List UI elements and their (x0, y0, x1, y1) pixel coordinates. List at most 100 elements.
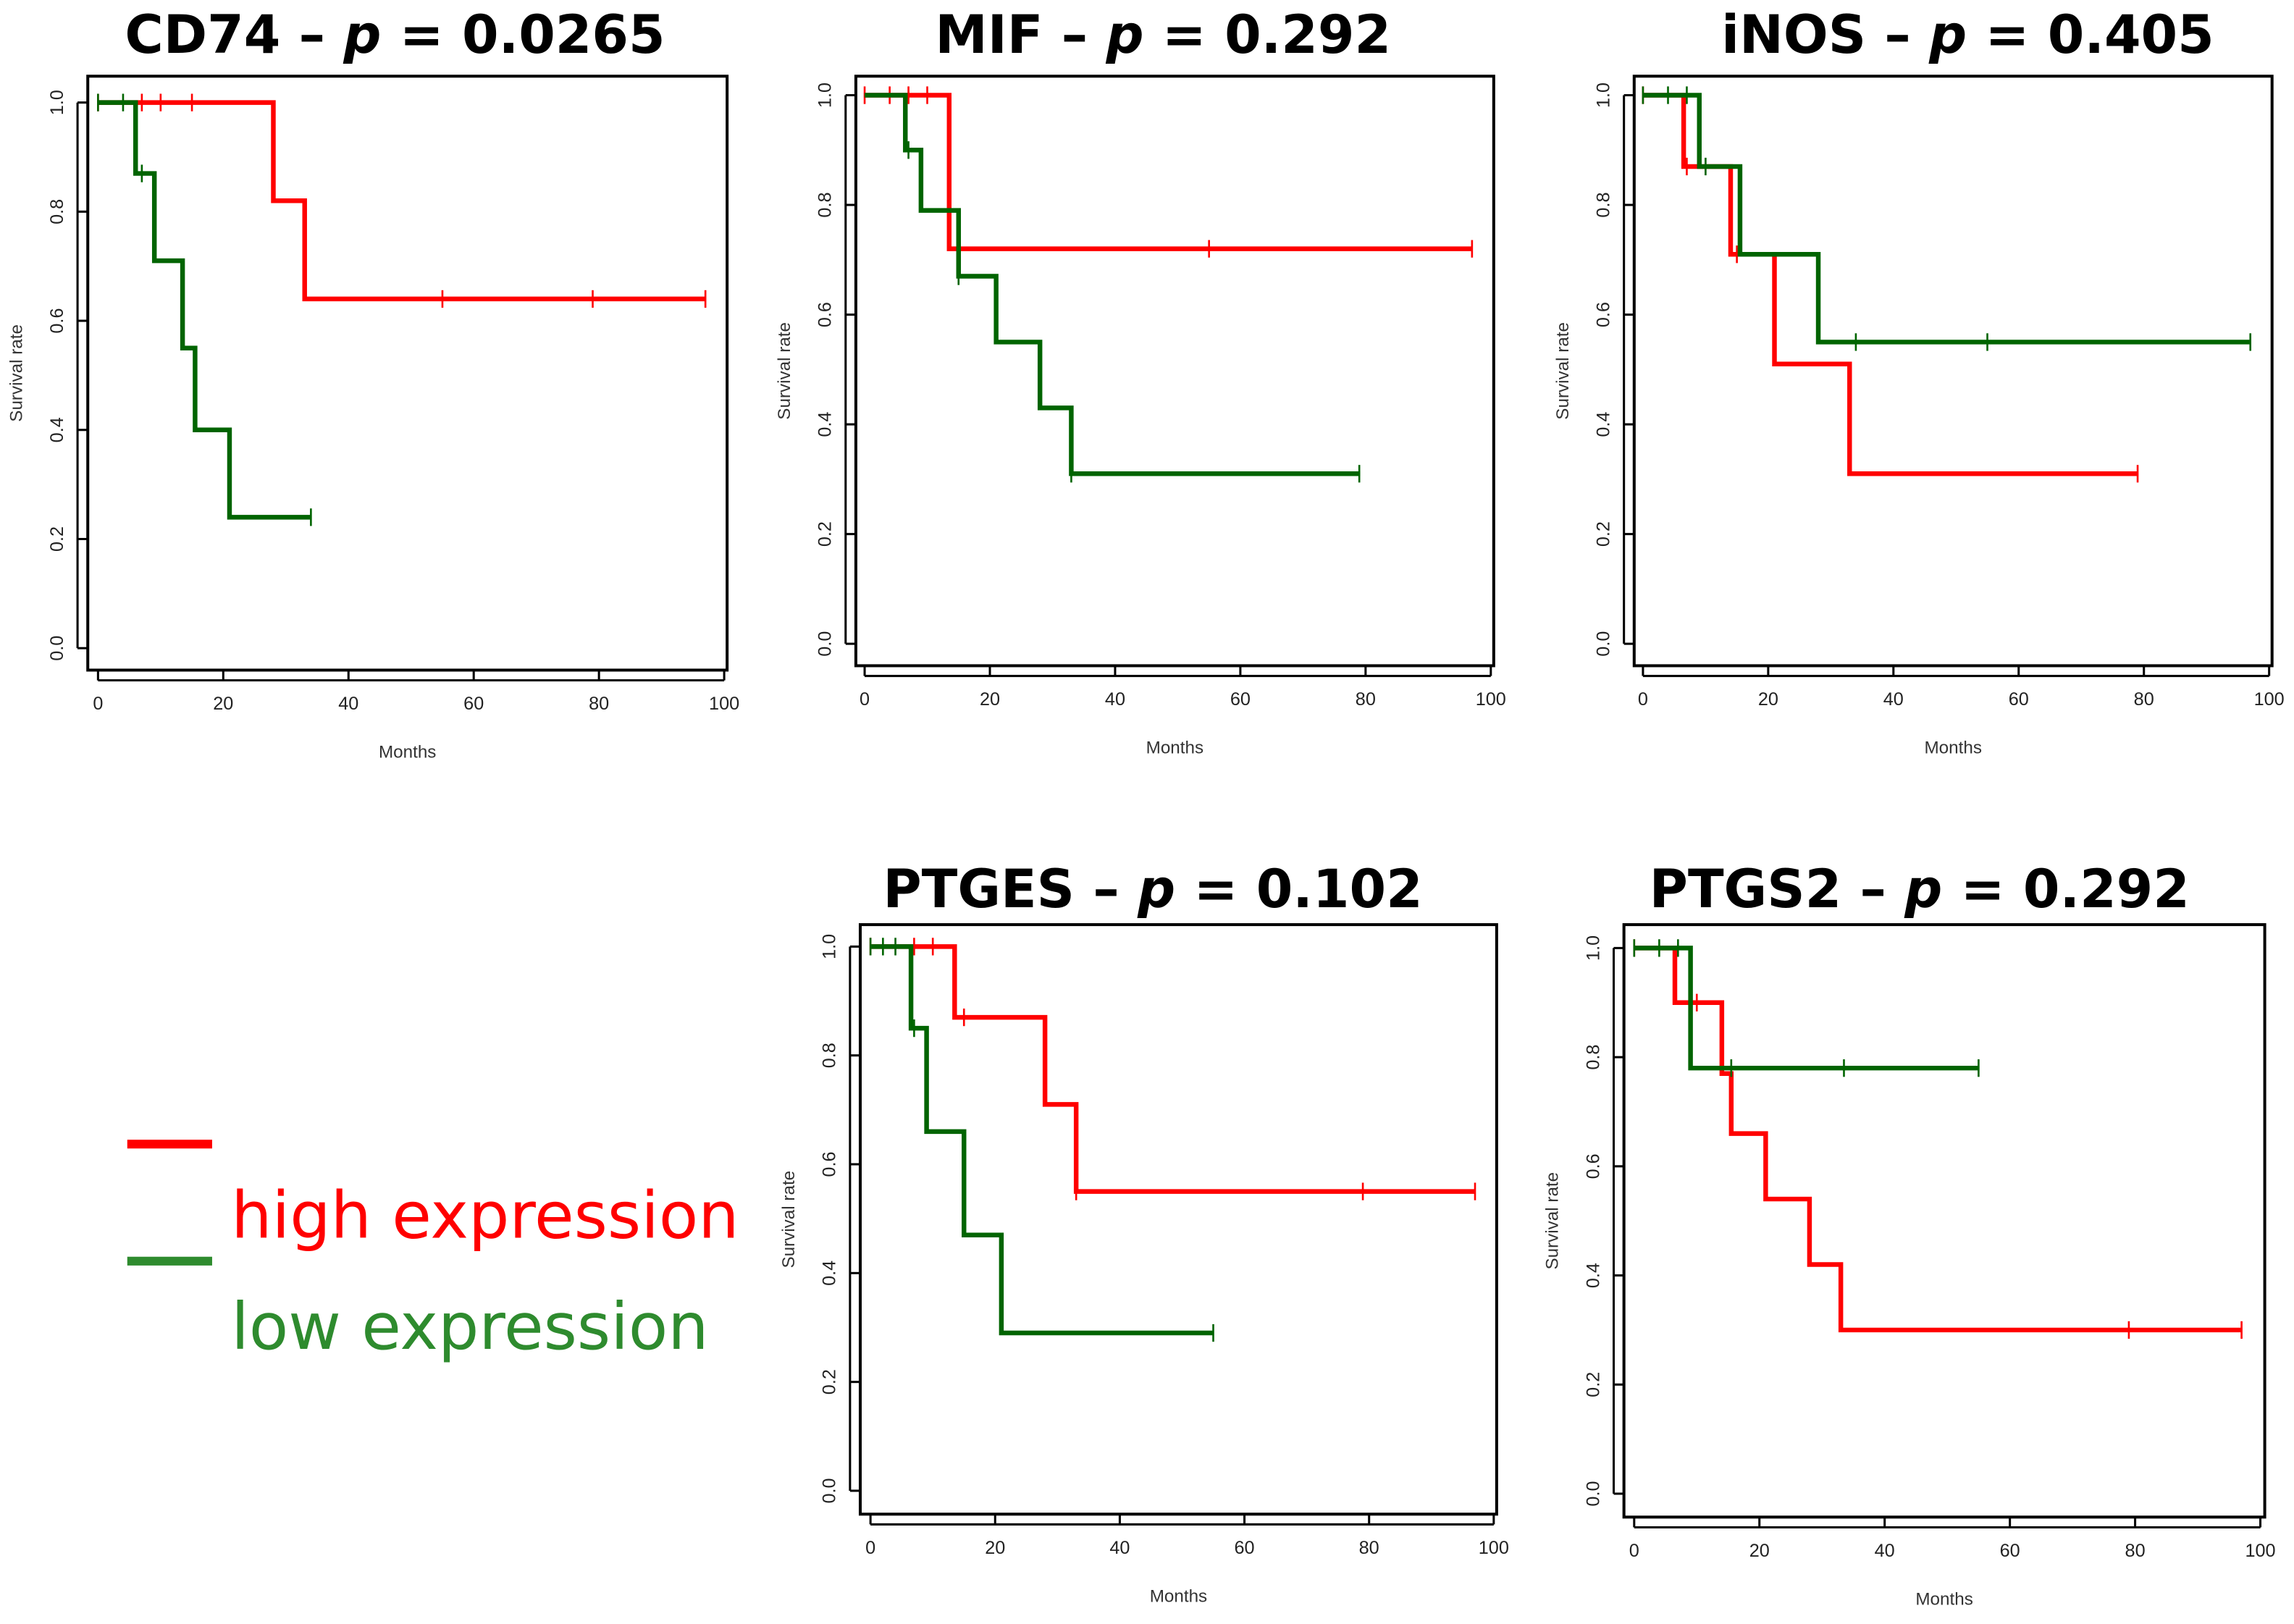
x-tick-label: 40 (338, 694, 358, 714)
survival-curve (865, 93, 1360, 476)
x-tick-label: 0 (860, 689, 870, 710)
km-panel-inos: iNOS – p = 0.405 0 20 40 60 80 100 0.0 0.2 0.4 0.6… (1553, 4, 2285, 758)
y-tick-label: 0.4 (1593, 412, 1613, 437)
x-tick-label: 40 (1109, 1538, 1130, 1558)
x-tick-label: 20 (985, 1538, 1005, 1558)
y-tick-label: 0.8 (47, 199, 67, 224)
x-tick-label: 100 (709, 694, 739, 714)
survival-curve (870, 944, 1476, 1194)
x-tick-label: 0 (1629, 1541, 1639, 1561)
y-tick-label: 0.0 (47, 636, 67, 661)
y-tick-label: 0.6 (820, 1151, 840, 1177)
y-tick-label: 0.6 (47, 308, 67, 333)
x-axis-label: Months (1146, 739, 1203, 758)
y-tick-label: 1.0 (47, 90, 67, 115)
plot-frame (1622, 923, 2266, 1519)
title-p-symbol: p (1928, 4, 1967, 66)
series-low-expression (1633, 939, 1980, 1077)
x-tick-label: 20 (1749, 1541, 1770, 1561)
chart-title: CD74 – p = 0.0265 (125, 4, 665, 66)
x-tick-label: 20 (1758, 689, 1778, 710)
y-tick-label: 0.2 (815, 521, 836, 547)
y-tick-label: 0.2 (1593, 521, 1613, 547)
y-axis-label: Survival rate (775, 322, 794, 420)
survival-curve (1642, 93, 2138, 476)
title-p-symbol: p (343, 4, 381, 66)
km-panel-ptges: PTGES – p = 0.102 0 20 40 60 80 100 0.0 0.2 0.4 0.… (779, 859, 1509, 1607)
x-tick-label: 20 (213, 694, 233, 714)
y-tick-label: 0.4 (820, 1261, 840, 1286)
km-panel-mif: MIF – p = 0.292 0 20 40 60 80 100 0.0 0.2 0.4 0.6 0… (775, 4, 1506, 758)
series-high-expression (869, 938, 1476, 1200)
y-tick-label: 0.2 (820, 1369, 840, 1394)
survival-curve (1634, 946, 1979, 1071)
x-tick-label: 60 (1235, 1538, 1255, 1558)
chart-title: PTGS2 – p = 0.292 (1650, 859, 2190, 920)
series-low-expression (865, 93, 1361, 483)
km-panel-cd74: CD74 – p = 0.0265 0 20 40 60 80 100 0.0 0.2 0.4 0.… (7, 4, 739, 762)
title-p-value: = 0.292 (1942, 859, 2190, 920)
y-tick-label: 1.0 (815, 83, 836, 108)
panels: CD74 – p = 0.0265 0 20 40 60 80 100 0.0 0.2 0.4 0.… (7, 4, 2284, 1610)
y-tick-label: 0.0 (1583, 1481, 1603, 1506)
survival-curve (870, 944, 1214, 1336)
x-tick-label: 60 (2000, 1541, 2020, 1561)
x-tick-label: 60 (2009, 689, 2029, 710)
y-tick-label: 0.6 (1593, 302, 1613, 327)
y-tick-label: 0.4 (815, 412, 836, 437)
title-gene: MIF – (935, 4, 1106, 66)
plot-frame (858, 923, 1498, 1516)
x-tick-label: 60 (463, 694, 484, 714)
survival-curve (1642, 93, 2251, 345)
title-p-value: = 0.102 (1175, 859, 1423, 920)
x-tick-label: 60 (1230, 689, 1251, 710)
survival-curve (98, 100, 311, 520)
x-axis-label: Months (1150, 1587, 1207, 1607)
x-tick-label: 100 (2254, 689, 2285, 710)
survival-curve (865, 93, 1472, 251)
chart-title: PTGES – p = 0.102 (883, 859, 1422, 920)
x-tick-label: 80 (2134, 689, 2154, 710)
x-tick-label: 40 (1105, 689, 1125, 710)
x-tick-label: 100 (1479, 1538, 1509, 1558)
y-tick-label: 0.8 (1593, 192, 1613, 217)
title-p-symbol: p (1904, 859, 1942, 920)
x-tick-label: 80 (589, 694, 609, 714)
y-axis-label: Survival rate (7, 324, 26, 422)
survival-curve (98, 100, 706, 302)
chart-title: iNOS – p = 0.405 (1721, 4, 2214, 66)
x-tick-label: 40 (1875, 1541, 1895, 1561)
y-tick-label: 1.0 (1583, 935, 1603, 961)
y-tick-label: 0.8 (815, 192, 836, 217)
plot-frame (86, 75, 729, 672)
y-tick-label: 0.0 (815, 631, 836, 657)
y-tick-label: 0.8 (820, 1043, 840, 1068)
x-tick-label: 0 (865, 1538, 875, 1558)
series-low-expression (1642, 86, 2252, 351)
y-tick-label: 0.4 (47, 417, 67, 442)
series-high-expression (863, 86, 1474, 258)
title-p-value: = 0.292 (1144, 4, 1392, 66)
x-tick-label: 0 (93, 694, 103, 714)
x-axis-label: Months (1915, 1590, 1972, 1610)
title-gene: PTGS2 – (1650, 859, 1905, 920)
survival-curve (1634, 946, 2242, 1333)
y-axis-label: Survival rate (779, 1171, 799, 1269)
y-axis-label: Survival rate (1543, 1172, 1563, 1270)
series-low-expression (97, 93, 312, 526)
y-tick-label: 0.6 (1583, 1153, 1603, 1179)
title-p-value: = 0.405 (1967, 4, 2214, 66)
y-tick-label: 0.2 (47, 526, 67, 552)
title-gene: iNOS – (1721, 4, 1929, 66)
y-tick-label: 0.6 (815, 302, 836, 327)
title-p-value: = 0.0265 (381, 4, 665, 66)
title-p-symbol: p (1137, 859, 1175, 920)
plot-frame (854, 75, 1495, 668)
legend-low-label: low expression (231, 1289, 708, 1364)
x-tick-label: 0 (1638, 689, 1648, 710)
y-tick-label: 0.2 (1583, 1372, 1603, 1397)
y-tick-label: 1.0 (820, 934, 840, 959)
y-tick-label: 0.8 (1583, 1045, 1603, 1070)
x-tick-label: 40 (1883, 689, 1904, 710)
